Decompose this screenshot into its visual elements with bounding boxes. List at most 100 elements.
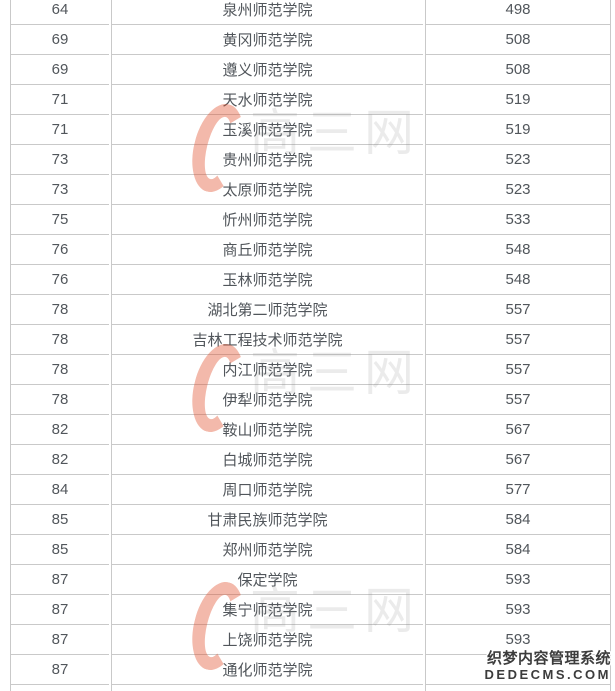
cell-name: 鞍山师范学院 <box>111 415 423 445</box>
table-row: 85 甘肃民族师范学院 584 <box>10 505 611 535</box>
table-row: 73 贵州师范学院 523 <box>10 145 611 175</box>
table-row: 73 太原师范学院 523 <box>10 175 611 205</box>
cell-name: 玉林师范学院 <box>111 265 423 295</box>
table-row: 84 周口师范学院 577 <box>10 475 611 505</box>
cell-rank: 69 <box>10 55 109 85</box>
cell-rank: 84 <box>10 475 109 505</box>
cell-rank: 71 <box>10 115 109 145</box>
cell-score: 548 <box>425 235 611 265</box>
cell-rank: 87 <box>10 655 109 685</box>
cms-watermark: 织梦内容管理系统 DEDECMS.COM <box>485 650 611 683</box>
cell-rank <box>10 685 109 691</box>
cell-name: 上饶师范学院 <box>111 625 423 655</box>
cell-name: 贵州师范学院 <box>111 145 423 175</box>
cell-name: 吉林工程技术师范学院 <box>111 325 423 355</box>
cell-score <box>425 655 611 685</box>
cell-name: 内江师范学院 <box>111 355 423 385</box>
table-body: 64 泉州师范学院 498 69 黄冈师范学院 508 69 遵义师范学院 508 71 天水师范学… <box>10 0 611 691</box>
cell-score: 567 <box>425 415 611 445</box>
cell-score: 519 <box>425 85 611 115</box>
table-row: 71 玉溪师范学院 519 <box>10 115 611 145</box>
cell-score: 557 <box>425 355 611 385</box>
cell-score: 584 <box>425 535 611 565</box>
cell-rank: 78 <box>10 295 109 325</box>
cell-score: 584 <box>425 505 611 535</box>
cell-rank: 71 <box>10 85 109 115</box>
cell-score: 557 <box>425 295 611 325</box>
cell-name: 忻州师范学院 <box>111 205 423 235</box>
cell-name: 玉溪师范学院 <box>111 115 423 145</box>
table-row: 87 保定学院 593 <box>10 565 611 595</box>
table-row: 78 伊犁师范学院 557 <box>10 385 611 415</box>
table-row: 87 通化师范学院 <box>10 655 611 685</box>
cell-name: 集宁师范学院 <box>111 595 423 625</box>
cell-name: 通化师范学院 <box>111 655 423 685</box>
cell-score: 508 <box>425 55 611 85</box>
cell-score: 523 <box>425 145 611 175</box>
table-row: 76 商丘师范学院 548 <box>10 235 611 265</box>
cell-score: 557 <box>425 325 611 355</box>
cell-rank: 73 <box>10 175 109 205</box>
cell-rank: 69 <box>10 25 109 55</box>
cell-name: 白城师范学院 <box>111 445 423 475</box>
table-row: 64 泉州师范学院 498 <box>10 0 611 25</box>
cell-rank: 85 <box>10 535 109 565</box>
cell-rank: 78 <box>10 355 109 385</box>
cell-name: 湖北第二师范学院 <box>111 295 423 325</box>
table-row: 85 郑州师范学院 584 <box>10 535 611 565</box>
cell-rank: 76 <box>10 265 109 295</box>
cell-name: 商丘师范学院 <box>111 235 423 265</box>
cell-rank: 87 <box>10 595 109 625</box>
table-row: 69 黄冈师范学院 508 <box>10 25 611 55</box>
cell-score: 548 <box>425 265 611 295</box>
cell-name: 天水师范学院 <box>111 85 423 115</box>
cell-name: 甘肃民族师范学院 <box>111 505 423 535</box>
cell-score: 567 <box>425 445 611 475</box>
cell-rank: 82 <box>10 415 109 445</box>
cell-name <box>111 685 423 691</box>
cell-rank: 64 <box>10 0 109 25</box>
table-row: 87 上饶师范学院 593 <box>10 625 611 655</box>
cell-rank: 87 <box>10 625 109 655</box>
cell-name: 黄冈师范学院 <box>111 25 423 55</box>
cms-watermark-line2: DEDECMS.COM <box>484 667 611 683</box>
cell-score: 508 <box>425 25 611 55</box>
cell-score: 498 <box>425 0 611 25</box>
cell-score: 577 <box>425 475 611 505</box>
cms-watermark-line1: 织梦内容管理系统 <box>486 650 611 667</box>
cell-name: 周口师范学院 <box>111 475 423 505</box>
cell-name: 保定学院 <box>111 565 423 595</box>
table-row-partial <box>10 685 611 691</box>
table-row: 82 白城师范学院 567 <box>10 445 611 475</box>
table-row: 78 湖北第二师范学院 557 <box>10 295 611 325</box>
cell-rank: 85 <box>10 505 109 535</box>
cell-score <box>425 685 611 691</box>
table-row: 69 遵义师范学院 508 <box>10 55 611 85</box>
cell-name: 郑州师范学院 <box>111 535 423 565</box>
cell-score: 557 <box>425 385 611 415</box>
cell-score: 593 <box>425 625 611 655</box>
table-row: 71 天水师范学院 519 <box>10 85 611 115</box>
cell-score: 523 <box>425 175 611 205</box>
cell-rank: 82 <box>10 445 109 475</box>
cell-name: 太原师范学院 <box>111 175 423 205</box>
cell-score: 593 <box>425 565 611 595</box>
table-row: 87 集宁师范学院 593 <box>10 595 611 625</box>
cell-rank: 78 <box>10 385 109 415</box>
table-row: 78 吉林工程技术师范学院 557 <box>10 325 611 355</box>
table-row: 76 玉林师范学院 548 <box>10 265 611 295</box>
cell-score: 519 <box>425 115 611 145</box>
cell-rank: 78 <box>10 325 109 355</box>
cell-score: 593 <box>425 595 611 625</box>
table-row: 78 内江师范学院 557 <box>10 355 611 385</box>
table-row: 82 鞍山师范学院 567 <box>10 415 611 445</box>
table-row: 75 忻州师范学院 533 <box>10 205 611 235</box>
cell-score: 533 <box>425 205 611 235</box>
cell-name: 遵义师范学院 <box>111 55 423 85</box>
cell-rank: 76 <box>10 235 109 265</box>
cell-name: 伊犁师范学院 <box>111 385 423 415</box>
cell-name: 泉州师范学院 <box>111 0 423 25</box>
ranking-table: 64 泉州师范学院 498 69 黄冈师范学院 508 69 遵义师范学院 508 71 天水师范学… <box>8 0 613 691</box>
